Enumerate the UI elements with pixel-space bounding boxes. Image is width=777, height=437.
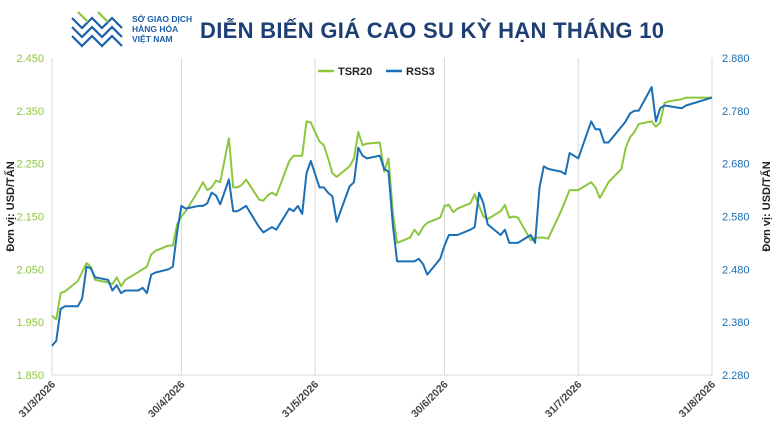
- logo-mark-icon: [71, 11, 123, 48]
- y-right-axis-title: Đơn vị: USD/TẤN: [760, 161, 773, 251]
- y-right-tick-label: 2.780: [722, 106, 750, 118]
- y-left-axis-title: Đơn vị: USD/TẤN: [4, 161, 17, 251]
- y-left-tick-label: 2.350: [16, 106, 44, 118]
- x-tick-label: 31/5/2026: [280, 379, 322, 421]
- x-tick-label: 31/7/2026: [543, 379, 585, 421]
- exchange-logo: [71, 11, 123, 48]
- y-left-tick-label: 2.450: [16, 53, 44, 65]
- legend-label-tsr20: TSR20: [338, 66, 372, 78]
- y-left-tick-label: 1.850: [16, 370, 44, 382]
- chart-title: DIỄN BIẾN GIÁ CAO SU KỲ HẠN THÁNG 10: [200, 18, 665, 43]
- x-tick-label: 31/8/2026: [677, 379, 719, 421]
- y-right-tick-label: 2.480: [722, 264, 750, 276]
- y-right-tick-label: 2.380: [722, 317, 750, 329]
- x-tick-label: 30/4/2026: [146, 379, 188, 421]
- y-right-tick-label: 2.280: [722, 370, 750, 382]
- exchange-name: SỞ GIAO DỊCH HÀNG HÓA VIỆT NAM: [132, 14, 193, 44]
- y-left-tick-label: 2.250: [16, 159, 44, 171]
- y-left-tick-label: 2.050: [16, 264, 44, 276]
- x-tick-label: 30/6/2026: [409, 379, 451, 421]
- series-line-tsr20: [51, 96, 712, 321]
- y-right-tick-label: 2.880: [722, 53, 750, 65]
- y-right-tick-label: 2.580: [722, 212, 750, 224]
- y-left-tick-label: 1.950: [16, 317, 44, 329]
- x-tick-label: 31/3/2026: [17, 379, 59, 421]
- series-line-rss3: [51, 86, 713, 347]
- y-right-tick-label: 2.680: [722, 159, 750, 171]
- y-left-tick-label: 2.150: [16, 212, 44, 224]
- legend-label-rss3: RSS3: [406, 66, 435, 78]
